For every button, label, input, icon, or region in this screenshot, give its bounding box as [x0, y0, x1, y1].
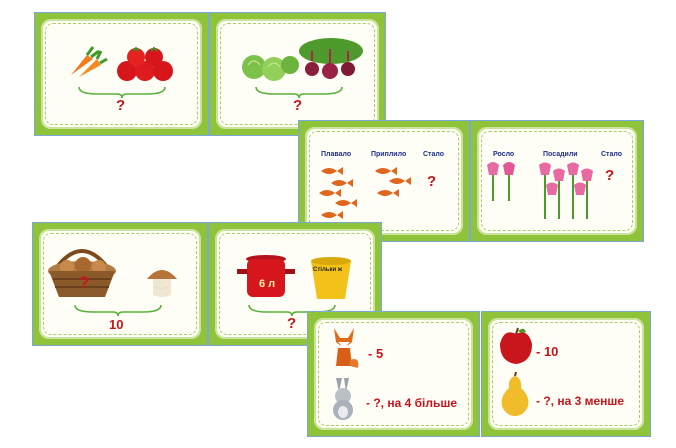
tulip-icon: [539, 162, 593, 219]
card-carrots-tomatoes: ?: [34, 12, 209, 136]
label-became: Стало: [423, 151, 445, 158]
question-mark: ?: [427, 173, 437, 190]
pot-icon: [237, 255, 295, 297]
fox-icon: [334, 328, 359, 368]
label-arrived: Приплило: [371, 151, 407, 158]
fish-icon: [319, 167, 357, 219]
label-became: Стало: [601, 151, 623, 158]
hare-icon: [333, 378, 353, 420]
bucket-label: Стільки ж: [313, 267, 343, 273]
card-tulips: Росло Посадили Стало ?: [470, 120, 644, 242]
pear-count: - ?, на 3 менше: [536, 394, 625, 408]
tulip-icon: [487, 162, 515, 201]
card-cabbage-beets: ?: [209, 12, 386, 136]
basket-icon: [48, 249, 116, 297]
basket-question-mark: ?: [79, 273, 90, 292]
label-swam: Плавало: [321, 151, 352, 158]
question-mark: ?: [116, 97, 126, 114]
brace: [255, 86, 343, 99]
brace: [74, 304, 162, 317]
label-grew: Росло: [493, 151, 515, 158]
tomato-icon: [117, 46, 173, 81]
apple-count: - 10: [536, 344, 559, 359]
mushroom-icon: [147, 270, 177, 297]
question-mark: ?: [287, 315, 297, 332]
total-value: 10: [109, 317, 124, 332]
apple-icon: [500, 327, 532, 364]
card-apple-pear: - 10 - ?, на 3 менше: [481, 311, 651, 437]
fish-icon: [375, 167, 411, 197]
card-fish: Плавало Приплило Стало ?: [298, 120, 470, 242]
question-mark: ?: [605, 167, 615, 184]
carrot-icon: [71, 46, 108, 77]
card-mushrooms: ? 10: [32, 222, 208, 346]
cabbage-icon: [242, 55, 299, 81]
pot-label: 6 л: [259, 278, 276, 290]
fox-count: - 5: [368, 346, 384, 361]
beet-icon: [299, 38, 363, 79]
bucket-icon: [311, 257, 351, 299]
pear-icon: [501, 371, 529, 416]
question-mark: ?: [293, 97, 303, 114]
label-planted: Посадили: [543, 151, 578, 158]
brace: [78, 86, 166, 99]
hare-count: - ?, на 4 більше: [366, 396, 458, 410]
card-fox-hare: - 5 - ?, на 4 більше: [307, 311, 480, 437]
